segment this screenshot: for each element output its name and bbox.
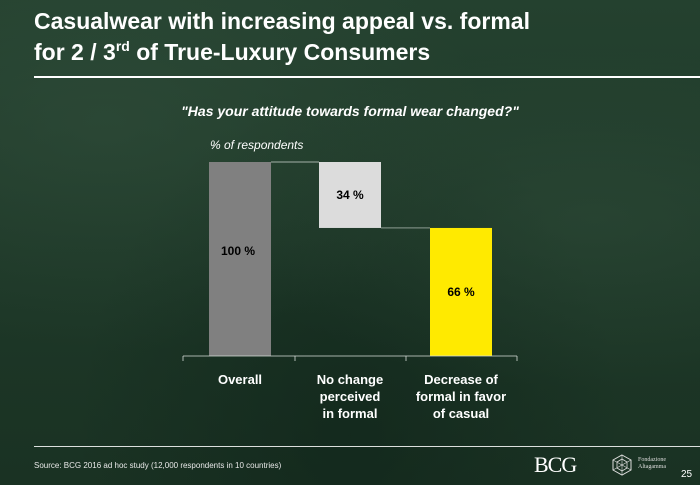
title-divider [34,76,700,78]
bar-1 [209,162,271,356]
title-line-2-prefix: for 2 / 3 [34,39,116,65]
category-label-line: in formal [322,406,378,421]
category-label-line: of casual [432,406,490,421]
bar-label-3: 66 % [447,285,475,299]
category-label-1: Overall [180,371,300,388]
partner-line-1: Fondazione [638,457,666,463]
slide-title: Casualwear with increasing appeal vs. fo… [34,6,674,68]
chart-question: "Has your attitude towards formal wear c… [181,103,519,119]
unit-label: % of respondents [210,138,304,152]
bcg-logo: BCG [534,452,577,477]
partner-logo-text: Fondazione Altagamma [638,457,666,471]
category-label-line: formal in favor [415,389,507,404]
bar-label-1: 100 % [221,244,255,258]
title-line-1: Casualwear with increasing appeal vs. fo… [34,8,530,34]
bar-2 [319,162,381,228]
category-label-3: Decrease of formal in favor of casual [401,371,521,422]
page-number: 25 [681,469,693,480]
category-label-line: perceived [319,389,381,404]
category-label-line: Decrease of [424,372,498,387]
category-label-line: Overall [217,372,263,387]
category-label-2: No change perceived in formal [290,371,410,422]
partner-line-2: Altagamma [638,464,666,470]
title-line-2-suffix: of True-Luxury Consumers [129,39,431,65]
bar-label-2: 34 % [336,188,364,202]
category-label-line: No change [316,372,384,387]
title-line-2: for 2 / 3rd of True-Luxury Consumers [34,37,674,68]
altagamma-emblem-icon [612,454,632,476]
bar-3 [430,227,492,356]
footer-divider [34,446,700,447]
source-note: Source: BCG 2016 ad hoc study (12,000 re… [34,461,282,470]
title-superscript: rd [115,38,130,54]
